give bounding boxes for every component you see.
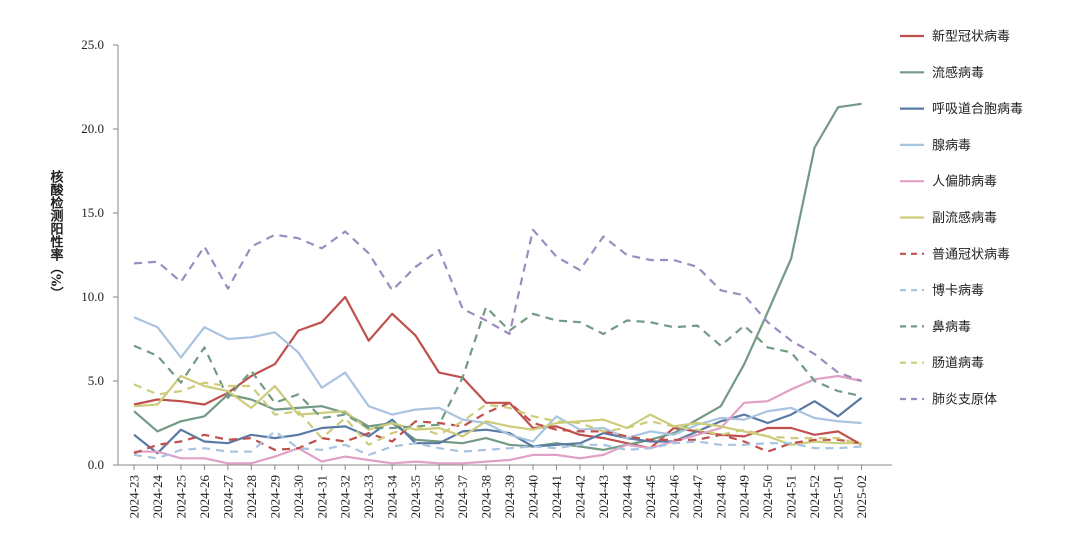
y-tick-label: 25.0	[81, 37, 104, 52]
series-line-1	[133, 295, 863, 450]
x-tick-label: 2024-45	[643, 475, 658, 518]
x-tick-label: 2024-42	[572, 475, 587, 518]
legend-label: 新型冠状病毒	[932, 29, 1010, 45]
x-tick-label: 2024-29	[267, 475, 282, 518]
x-tick-label: 2024-25	[173, 475, 188, 518]
x-tick-label: 2024-36	[432, 475, 447, 519]
x-tick-label: 2024-26	[197, 475, 212, 519]
x-tick-label: 2024-51	[784, 475, 799, 518]
x-tick-label: 2024-38	[479, 475, 494, 518]
x-tick-label: 2024-49	[737, 475, 752, 518]
legend-label: 人偏肺病毒	[932, 175, 997, 190]
y-axis-label: 核酸检测阳性率（%）	[48, 169, 65, 299]
legend-label: 肺炎支原体	[932, 393, 997, 408]
y-tick-label: 15.0	[81, 205, 104, 220]
x-tick-label: 2024-27	[220, 475, 235, 519]
legend-label: 呼吸道合胞病毒	[932, 102, 1023, 117]
x-tick-label: 2024-33	[361, 475, 376, 518]
x-tick-label: 2024-52	[807, 475, 822, 518]
legend-label: 普通冠状病毒	[932, 247, 1010, 262]
legend-label: 博卡病毒	[932, 284, 984, 299]
legend-label: 副流感病毒	[932, 210, 997, 226]
x-tick-label: 2024-48	[713, 475, 728, 518]
y-tick-label: 5.0	[88, 373, 104, 388]
series-line-5	[134, 374, 862, 465]
x-tick-label: 2024-47	[690, 475, 705, 519]
x-tick-label: 2024-32	[338, 475, 353, 518]
x-tick-label: 2024-44	[619, 475, 634, 519]
series-line-9	[133, 306, 862, 430]
legend-label: 流感病毒	[932, 65, 984, 81]
series-lines	[133, 102, 863, 465]
y-tick-label: 10.0	[81, 289, 104, 304]
x-tick-label: 2024-35	[408, 475, 423, 518]
series-line-10	[133, 381, 862, 446]
series-line-11	[133, 228, 862, 383]
x-tick-label: 2024-40	[525, 475, 540, 518]
x-tick-label: 2024-50	[760, 475, 775, 518]
y-axis: 0.0 5.0 10.0 15.0 20.0 25.0	[81, 37, 119, 472]
x-tick-label: 2024-23	[127, 475, 142, 518]
x-axis: 2024-23 2024-24 2024-25 2024-26 2024-27 2024-…	[118, 464, 892, 519]
x-tick-label: 2024-37	[455, 475, 470, 519]
x-tick-label: 2024-46	[666, 475, 681, 519]
y-tick-label: 0.0	[88, 457, 104, 472]
series-line-3	[133, 396, 863, 455]
x-tick-label: 2025-01	[831, 475, 846, 518]
y-tick-label: 20.0	[81, 121, 104, 136]
x-tick-label: 2024-34	[385, 475, 400, 519]
x-tick-label: 2024-24	[150, 475, 165, 519]
y-axis-title: 核酸检测阳性率（%）	[48, 169, 65, 299]
series-line-8	[133, 430, 862, 460]
x-tick-label: 2024-30	[291, 475, 306, 518]
series-line-4	[133, 316, 862, 443]
legend-label: 鼻病毒	[932, 319, 971, 335]
x-tick-label: 2024-41	[549, 475, 564, 518]
legend-label: 肠道病毒	[932, 356, 984, 371]
x-tick-label: 2025-02	[854, 475, 869, 518]
x-tick-label: 2024-39	[502, 475, 517, 518]
series-line-2	[133, 102, 862, 451]
x-tick-label: 2024-28	[244, 475, 259, 518]
x-tick-label: 2024-31	[314, 475, 329, 518]
legend: 新型冠状病毒流感病毒呼吸道合胞病毒腺病毒人偏肺病毒副流感病毒普通冠状病毒博卡病毒…	[900, 29, 1023, 408]
legend-label: 腺病毒	[932, 138, 971, 153]
x-tick-label: 2024-43	[596, 475, 611, 518]
